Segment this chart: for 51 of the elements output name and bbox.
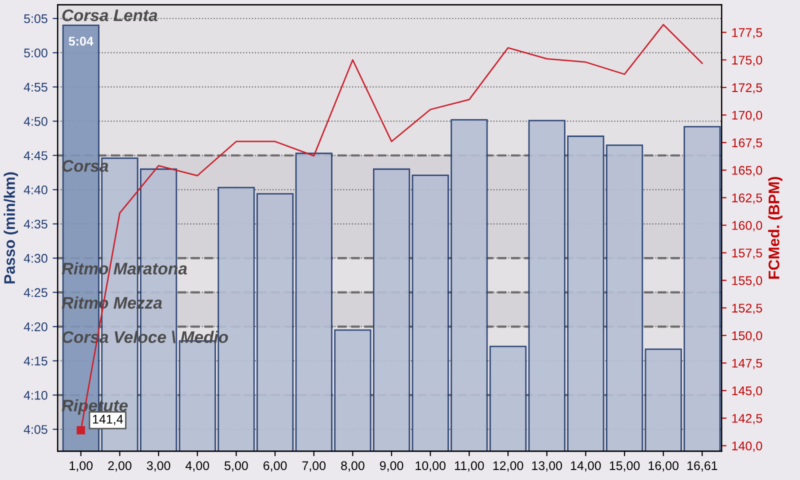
y2-tick-label: 160,0 xyxy=(732,221,762,232)
band-label: Corsa Lenta xyxy=(62,9,158,22)
y-tick-label: 4:55 xyxy=(24,82,48,92)
y2-tick-label: 157,5 xyxy=(732,248,762,259)
y2-tick-label: 147,5 xyxy=(732,358,762,370)
y-tick-label: 5:05 xyxy=(24,14,48,24)
x-tick-label: 11,00 xyxy=(454,461,484,472)
y-tick-label: 4:40 xyxy=(24,185,48,194)
x-tick-label: 15,00 xyxy=(610,461,640,472)
x-tick-label: 2,00 xyxy=(108,461,132,472)
y-tick-label: 5:00 xyxy=(24,48,48,58)
data-label: 5:04 xyxy=(68,36,94,46)
x-tick-label: 12,00 xyxy=(493,461,524,472)
x-tick-label: 14,00 xyxy=(571,461,601,472)
y2-tick-label: 175,0 xyxy=(732,56,762,66)
y-tick-label: 4:35 xyxy=(24,220,48,229)
y2-tick-label: 140,0 xyxy=(732,441,762,452)
y-tick-label: 4:15 xyxy=(24,356,48,366)
x-tick-label: 10,00 xyxy=(416,461,446,472)
y-tick-label: 4:30 xyxy=(24,254,48,263)
y-tick-label: 4:45 xyxy=(24,151,48,160)
data-label: 141,4 xyxy=(92,414,123,426)
x-tick-label: 16,61 xyxy=(688,461,718,472)
y-tick-label: 4:10 xyxy=(24,390,48,400)
y2-tick-label: 155,0 xyxy=(732,276,762,286)
y2-tick-label: 177,5 xyxy=(732,28,762,38)
y-tick-label: 4:05 xyxy=(24,425,48,434)
x-tick-label: 4,00 xyxy=(186,461,210,472)
x-tick-label: 7,00 xyxy=(302,461,326,472)
y-axis-title: Passo (min/km) xyxy=(4,172,18,284)
y2-tick-label: 145,0 xyxy=(732,386,762,397)
y-tick-label: 4:20 xyxy=(24,322,48,332)
y2-tick-label: 152,5 xyxy=(732,304,762,314)
x-tick-label: 9,00 xyxy=(380,461,404,472)
x-tick-label: 16,00 xyxy=(648,461,679,472)
y2-axis-title: FCMed. (BPM) xyxy=(768,176,782,279)
x-tick-label: 8,00 xyxy=(341,461,364,472)
x-tick-label: 13,00 xyxy=(532,461,562,472)
y-tick-label: 4:50 xyxy=(24,116,48,126)
x-tick-label: 5,00 xyxy=(224,461,248,472)
y2-tick-label: 165,0 xyxy=(732,166,762,176)
y-tick-label: 4:25 xyxy=(24,288,48,298)
x-tick-label: 3,00 xyxy=(146,461,170,472)
y2-tick-label: 142,5 xyxy=(732,414,762,424)
x-tick-label: 1,00 xyxy=(70,461,93,472)
y2-tick-label: 170,0 xyxy=(732,110,762,122)
y2-tick-label: 162,5 xyxy=(732,193,762,204)
x-tick-label: 6,00 xyxy=(264,461,287,472)
y2-tick-label: 150,0 xyxy=(732,331,762,342)
y2-tick-label: 167,5 xyxy=(732,138,762,149)
y2-tick-label: 172,5 xyxy=(732,83,762,94)
